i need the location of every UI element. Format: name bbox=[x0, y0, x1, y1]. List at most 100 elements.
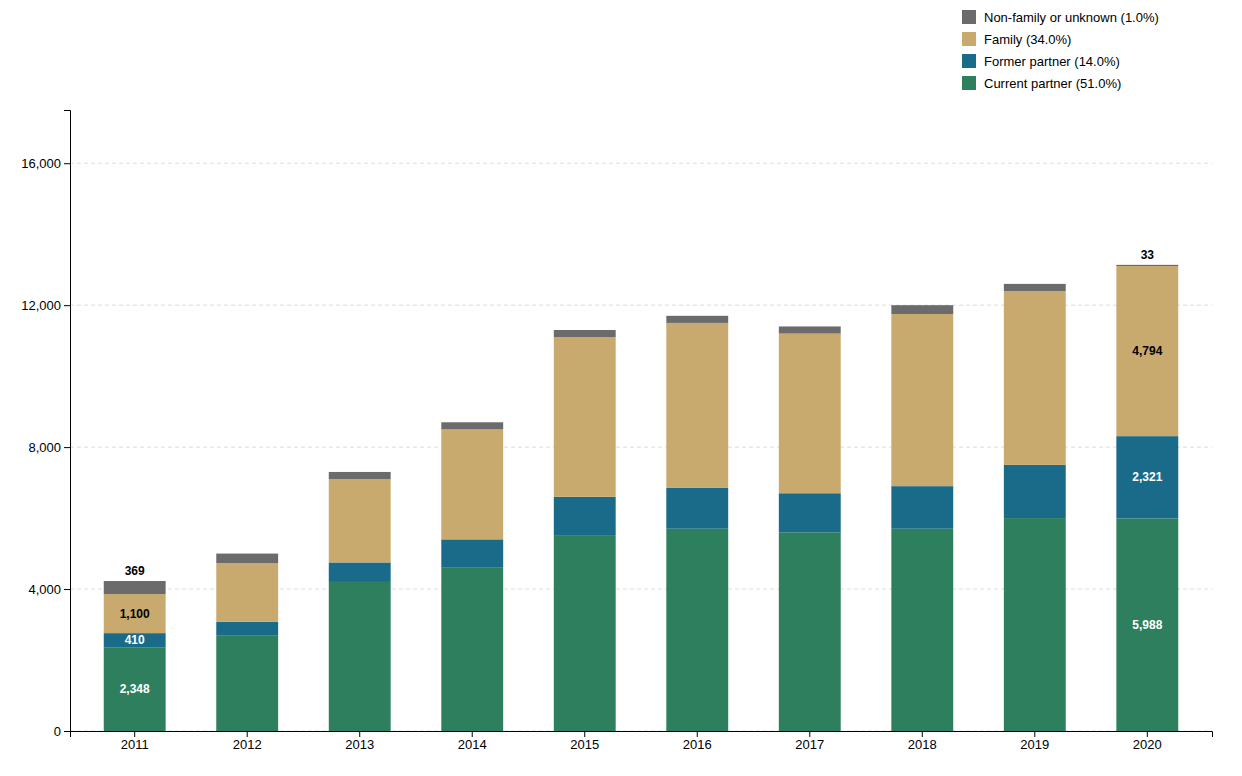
bar bbox=[554, 536, 616, 731]
bar bbox=[1116, 436, 1178, 518]
bar bbox=[329, 582, 391, 731]
legend-item: Non-family or unknown (1.0%) bbox=[962, 10, 1159, 25]
bar bbox=[666, 488, 728, 529]
x-tick: 2013 bbox=[345, 731, 374, 752]
x-tick-label: 2015 bbox=[570, 737, 599, 752]
data-label: 410 bbox=[125, 633, 145, 647]
x-tick-mark bbox=[922, 731, 923, 737]
legend: Non-family or unknown (1.0%) Family (34.0… bbox=[962, 10, 1159, 91]
bar bbox=[1004, 284, 1066, 291]
bar bbox=[441, 539, 503, 567]
plot: 2011 2012 2013 2014 2015 2016 2017 2018 2019 2020… bbox=[21, 111, 1212, 753]
bar bbox=[216, 622, 278, 635]
y-tick-label: 12,000 bbox=[21, 298, 61, 313]
bar bbox=[891, 314, 953, 486]
series bbox=[104, 436, 1178, 648]
bar bbox=[1116, 519, 1178, 731]
x-tick: 2019 bbox=[1020, 731, 1049, 752]
bar bbox=[779, 493, 841, 532]
x-tick-mark bbox=[1034, 731, 1035, 737]
x-tick: 2015 bbox=[570, 731, 599, 752]
y-tick-label: 4,000 bbox=[28, 582, 61, 597]
series bbox=[104, 266, 1178, 633]
x-tick: 2011 bbox=[121, 731, 149, 752]
bar bbox=[441, 429, 503, 539]
y-tick-label: 0 bbox=[54, 724, 61, 739]
x-tick-mark bbox=[359, 731, 360, 737]
bar bbox=[1004, 465, 1066, 518]
bar bbox=[666, 529, 728, 731]
y-tick: 0 bbox=[54, 724, 70, 739]
legend-label: Family (34.0%) bbox=[984, 32, 1071, 47]
bar bbox=[329, 472, 391, 479]
x-tick-mark bbox=[472, 731, 473, 737]
bar bbox=[329, 479, 391, 562]
bar bbox=[216, 635, 278, 731]
x-tick: 2018 bbox=[908, 731, 937, 752]
bar bbox=[1116, 266, 1178, 436]
x-axis: 2011 2012 2013 2014 2015 2016 2017 2018 2019 2020 bbox=[71, 731, 1213, 752]
x-tick-mark bbox=[584, 731, 585, 737]
x-tick-label: 2017 bbox=[795, 737, 824, 752]
bars bbox=[104, 265, 1178, 731]
x-tick: 2014 bbox=[458, 731, 487, 752]
bar bbox=[1004, 518, 1066, 731]
bar bbox=[779, 532, 841, 731]
legend-item: Current partner (51.0%) bbox=[962, 76, 1121, 91]
bar bbox=[329, 562, 391, 582]
legend-swatch bbox=[962, 76, 976, 90]
bar bbox=[666, 323, 728, 488]
x-tick-label: 2020 bbox=[1133, 737, 1162, 752]
data-label: 5,988 bbox=[1132, 618, 1162, 632]
x-tick-mark bbox=[809, 731, 810, 737]
legend-swatch bbox=[962, 10, 976, 24]
y-tick-mark bbox=[64, 447, 70, 448]
x-tick-label: 2016 bbox=[683, 737, 712, 752]
bar bbox=[1004, 291, 1066, 465]
y-tick-label: 8,000 bbox=[28, 440, 61, 455]
y-tick-mark bbox=[64, 589, 70, 590]
series bbox=[104, 518, 1178, 731]
bar bbox=[216, 554, 278, 564]
data-label: 33 bbox=[1141, 248, 1155, 262]
chart: 2011 2012 2013 2014 2015 2016 2017 2018 2019 2020… bbox=[0, 0, 1242, 776]
bar bbox=[554, 337, 616, 497]
bar bbox=[1116, 265, 1178, 266]
bar bbox=[779, 334, 841, 494]
y-tick: 8,000 bbox=[28, 440, 70, 455]
x-tick-label: 2012 bbox=[233, 737, 262, 752]
bar bbox=[441, 568, 503, 731]
y-tick-mark bbox=[64, 731, 70, 732]
x-axis-line bbox=[71, 732, 1213, 738]
x-tick-label: 2013 bbox=[345, 737, 374, 752]
bar bbox=[779, 326, 841, 333]
y-tick-mark bbox=[64, 305, 70, 306]
bar bbox=[104, 581, 166, 594]
grid-line bbox=[70, 163, 1212, 164]
y-axis: 0 4,000 8,000 12,000 16,000 bbox=[21, 111, 70, 739]
x-tick-label: 2014 bbox=[458, 737, 487, 752]
legend-item: Family (34.0%) bbox=[962, 32, 1071, 47]
grid bbox=[70, 163, 1212, 731]
x-tick: 2017 bbox=[795, 731, 824, 752]
data-labels: 2,3485,9884102,3211,1004,79436933 bbox=[120, 248, 1163, 696]
bar bbox=[441, 422, 503, 429]
y-tick: 16,000 bbox=[21, 156, 70, 171]
y-tick-mark bbox=[64, 163, 70, 164]
x-tick-mark bbox=[247, 731, 248, 737]
series bbox=[104, 265, 1178, 594]
x-tick-label: 2011 bbox=[121, 737, 149, 752]
x-tick-mark bbox=[1147, 731, 1148, 737]
data-label: 369 bbox=[125, 564, 145, 578]
y-tick-label: 16,000 bbox=[21, 156, 61, 171]
x-tick: 2012 bbox=[233, 731, 262, 752]
legend-label: Former partner (14.0%) bbox=[984, 54, 1120, 69]
legend-item: Former partner (14.0%) bbox=[962, 54, 1120, 69]
bar bbox=[891, 486, 953, 529]
x-tick-mark bbox=[697, 731, 698, 737]
bar bbox=[216, 563, 278, 622]
bar bbox=[104, 633, 166, 648]
y-tick: 12,000 bbox=[21, 298, 70, 313]
bar bbox=[891, 305, 953, 314]
x-tick-label: 2019 bbox=[1020, 737, 1049, 752]
